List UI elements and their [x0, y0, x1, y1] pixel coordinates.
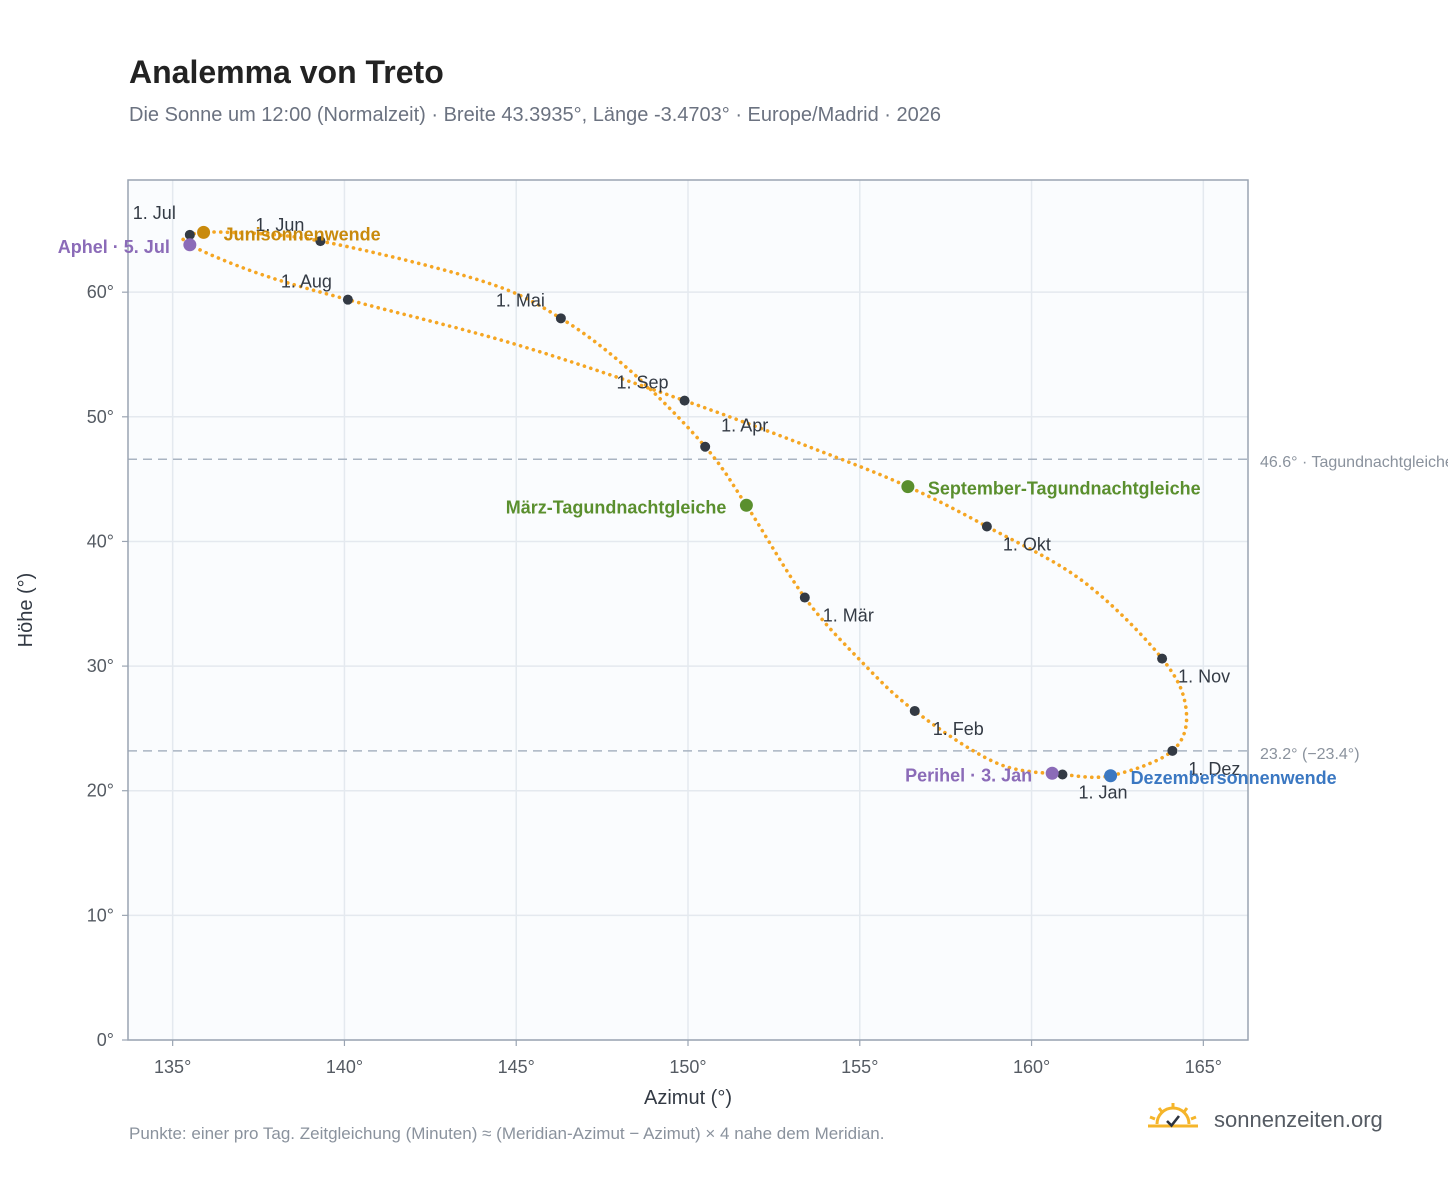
month-label: 1. Jun	[255, 215, 304, 235]
event-marker	[197, 225, 211, 239]
event-label: September-Tagundnachtgleiche	[928, 479, 1201, 499]
event-marker	[901, 480, 915, 494]
month-label: 1. Apr	[721, 416, 768, 436]
month-marker	[184, 229, 195, 240]
analemma-day-dots	[181, 230, 1189, 780]
reference-line-label: 46.6° · Tagundnachtgleiche	[1260, 454, 1448, 471]
event-marker	[739, 498, 753, 512]
x-tick-label: 145°	[498, 1057, 535, 1077]
x-tick-label: 165°	[1185, 1057, 1222, 1077]
x-axis-label: Azimut (°)	[644, 1087, 732, 1109]
event-marker	[183, 238, 197, 252]
month-label: 1. Aug	[281, 272, 332, 292]
y-axis-label: Höhe (°)	[15, 573, 37, 648]
y-tick-label: 20°	[87, 781, 114, 801]
month-marker	[700, 441, 711, 452]
event-label: Perihel · 3. Jan	[905, 765, 1032, 785]
event-markers: Junisonnenwende Dezembersonnenwende März-T…	[58, 224, 1337, 787]
x-tick-label: 160°	[1013, 1057, 1050, 1077]
month-marker	[315, 236, 326, 247]
event-label: Aphel · 5. Jul	[58, 237, 170, 257]
month-marker	[1167, 745, 1178, 756]
footnote: Punkte: einer pro Tag. Zeitgleichung (Mi…	[129, 1124, 885, 1143]
x-tick-label: 155°	[841, 1057, 878, 1077]
month-label: 1. Mai	[496, 290, 545, 310]
month-label: 1. Okt	[1003, 534, 1051, 554]
month-label: 1. Nov	[1178, 667, 1230, 687]
month-marker	[342, 294, 353, 305]
axis-ticks: 135° 140° 145° 150° 155° 160° 165° 0° 10° 20° 30° 4…	[87, 282, 1222, 1077]
event-label: Junisonnenwende	[224, 224, 381, 244]
y-tick-label: 0°	[97, 1030, 114, 1050]
y-tick-label: 40°	[87, 531, 114, 551]
chart-subtitle: Die Sonne um 12:00 (Normalzeit) · Breite…	[129, 104, 942, 126]
month-marker	[981, 521, 992, 532]
y-tick-label: 60°	[87, 282, 114, 302]
chart-title: Analemma von Treto	[129, 54, 444, 90]
x-tick-label: 150°	[669, 1057, 706, 1077]
month-marker	[679, 395, 690, 406]
month-marker	[799, 592, 810, 603]
event-label: März-Tagundnachtgleiche	[506, 497, 727, 517]
sun-check-logo-icon	[1146, 1102, 1200, 1137]
x-tick-label: 135°	[154, 1057, 191, 1077]
month-markers: 1. Jan 1. Feb 1. Mär 1. Apr 1. Mai 1. Jun 1. J…	[133, 203, 1241, 803]
month-label: 1. Mär	[823, 606, 874, 626]
month-marker	[909, 705, 920, 716]
y-tick-label: 50°	[87, 407, 114, 427]
month-marker	[1057, 769, 1068, 780]
month-label: 1. Jul	[133, 203, 176, 223]
month-marker	[555, 313, 566, 324]
y-tick-label: 10°	[87, 905, 114, 925]
brand-name[interactable]: sonnenzeiten.org	[1214, 1106, 1383, 1132]
month-label: 1. Jan	[1078, 783, 1127, 803]
x-tick-label: 140°	[326, 1057, 363, 1077]
reference-line-label: 23.2° (−23.4°)	[1260, 746, 1360, 763]
brand[interactable]: sonnenzeiten.org	[1146, 1102, 1383, 1137]
month-marker	[1157, 653, 1168, 664]
y-tick-label: 30°	[87, 656, 114, 676]
month-label: 1. Feb	[933, 719, 984, 739]
analemma-path	[181, 230, 1189, 780]
month-label: 1. Dez	[1188, 759, 1240, 779]
event-label: Dezembersonnenwende	[1131, 768, 1337, 788]
event-marker	[1104, 769, 1118, 783]
reference-lines: 46.6° · Tagundnachtgleiche 23.2° (−23.4°)	[128, 454, 1448, 763]
grid	[128, 180, 1248, 1041]
event-marker	[1045, 766, 1059, 780]
month-label: 1. Sep	[617, 373, 669, 393]
